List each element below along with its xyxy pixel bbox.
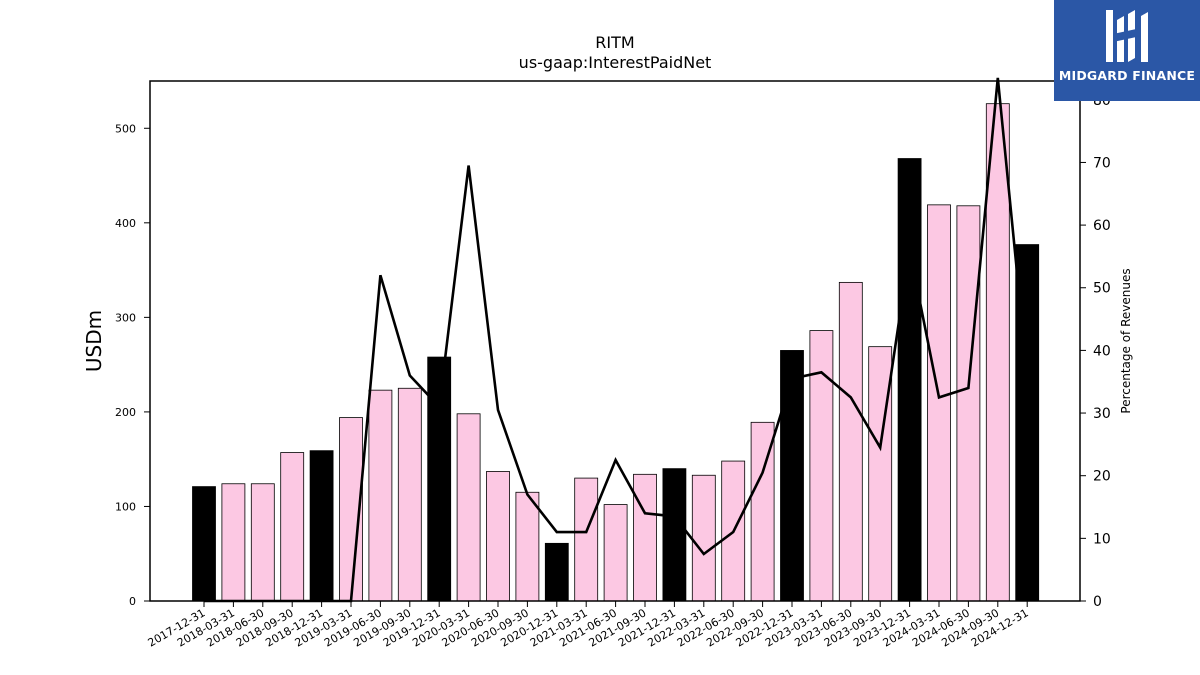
bar-2024-06-30 [956,205,981,602]
y-tick-label: 200 [115,406,136,419]
bar-2021-06-30 [603,504,628,602]
bar-2018-03-31 [221,483,246,602]
y2-tick-label: 20 [1093,469,1111,485]
y-tick-label: 300 [115,311,136,324]
y2-tick-label: 70 [1093,155,1111,171]
y-axis-label: USDm [82,310,106,372]
y2-tick-label: 10 [1093,531,1111,547]
y-tick-label: 500 [115,122,136,135]
logo-text: MIDGARD FINANCE [1058,68,1196,83]
plot-frame [149,80,1081,602]
y-tick-label: 0 [129,595,136,608]
bar-2020-03-31 [456,413,481,602]
bar-2019-06-30 [368,389,393,602]
logo-mark-icon [1106,10,1148,62]
y-tick-label: 100 [115,500,136,513]
bar-2021-12-31 [662,468,687,602]
bar-2022-03-31 [691,474,716,602]
bar-2023-12-31 [897,158,922,602]
bar-2020-09-30 [515,491,540,602]
y-tick-label: 400 [115,217,136,230]
y-axis-left: 0 100 200 300 400 500 [115,122,150,608]
y2-tick-label: 0 [1093,594,1102,610]
bar-2024-09-30 [985,103,1010,602]
bar-2019-09-30 [397,387,422,602]
y2-tick-label: 60 [1093,218,1111,234]
bar-2018-06-30 [250,483,275,602]
chart-subtitle: us-gaap:InterestPaidNet [519,53,712,72]
bar-2017-12-31 [192,486,216,602]
y2-tick-label: 40 [1093,343,1111,359]
bar-2018-09-30 [280,452,305,602]
bar-2020-12-31 [544,542,569,602]
bar-2023-06-30 [838,281,863,602]
bar-2021-09-30 [633,473,657,602]
bar-2024-03-31 [927,204,951,602]
x-axis: 2017-12-312018-03-312018-06-302018-09-30… [146,601,1031,650]
bar-series [192,103,1040,602]
y2-axis-label: Percentage of Revenues [1119,268,1133,413]
y2-tick-label: 50 [1093,281,1111,297]
bar-2021-03-31 [574,477,599,602]
y2-tick-label: 30 [1093,406,1111,422]
bar-2019-12-31 [427,356,452,602]
brand-logo: MIDGARD FINANCE [1054,0,1200,101]
bar-2018-12-31 [309,450,334,602]
chart-title: RITM [595,33,634,52]
y-axis-right: 01020304050607080 [1080,93,1111,610]
bar-2020-06-30 [486,471,510,602]
bar-2022-12-31 [780,350,804,602]
